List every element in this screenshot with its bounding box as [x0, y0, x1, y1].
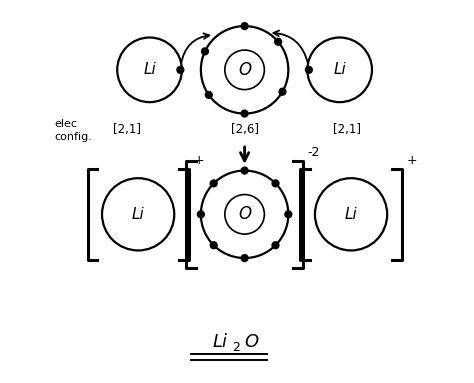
Text: +: +	[193, 154, 204, 167]
Text: +: +	[406, 154, 417, 167]
Text: Li: Li	[333, 62, 346, 77]
Circle shape	[241, 110, 248, 117]
Text: Li: Li	[132, 207, 145, 222]
Text: elec: elec	[55, 119, 77, 129]
Circle shape	[272, 242, 279, 249]
Circle shape	[305, 66, 312, 73]
Text: O: O	[244, 333, 258, 351]
Text: [2,6]: [2,6]	[231, 123, 259, 136]
Text: [2,1]: [2,1]	[333, 123, 361, 136]
Text: config.: config.	[55, 132, 92, 142]
Circle shape	[102, 178, 174, 250]
Circle shape	[201, 48, 209, 55]
Circle shape	[201, 170, 288, 258]
Circle shape	[225, 50, 264, 90]
Circle shape	[315, 178, 387, 250]
Circle shape	[241, 255, 248, 262]
Text: Li: Li	[143, 62, 156, 77]
Text: Li: Li	[345, 207, 357, 222]
Circle shape	[201, 26, 288, 113]
Circle shape	[117, 38, 182, 102]
Text: -2: -2	[307, 146, 320, 159]
Circle shape	[210, 180, 217, 187]
Circle shape	[177, 66, 184, 73]
Circle shape	[205, 92, 212, 98]
Circle shape	[225, 195, 264, 234]
Circle shape	[285, 211, 292, 218]
Circle shape	[241, 167, 248, 174]
Text: O: O	[238, 61, 251, 79]
Text: Li: Li	[212, 333, 228, 351]
Text: [2,1]: [2,1]	[113, 123, 141, 136]
Circle shape	[279, 88, 286, 95]
Text: O: O	[238, 205, 251, 223]
Circle shape	[274, 38, 282, 45]
Circle shape	[272, 180, 279, 187]
Text: 2: 2	[232, 341, 240, 354]
Circle shape	[198, 211, 204, 218]
Circle shape	[210, 242, 217, 249]
Circle shape	[241, 23, 248, 29]
Circle shape	[307, 38, 372, 102]
